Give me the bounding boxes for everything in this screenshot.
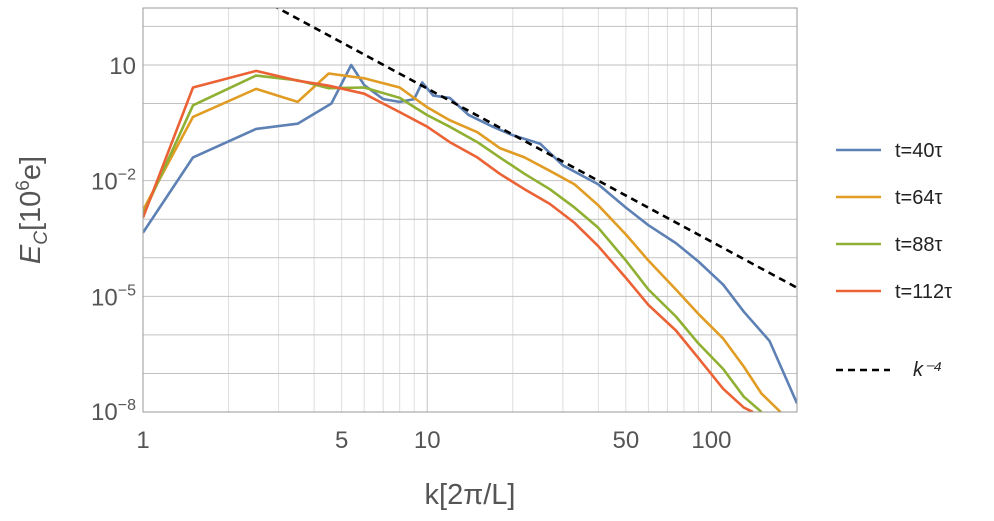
y-tick-label: 10−2 — [91, 167, 136, 196]
x-tick-label: 100 — [691, 427, 731, 454]
legend: t=40τ t=64τ t=88τ t=112τ k⁻⁴ — [836, 140, 952, 381]
plot-frame — [142, 7, 798, 413]
legend-label: t=64τ — [895, 187, 942, 209]
y-tick-label: 10−8 — [91, 397, 136, 426]
y-tick-label: 10 — [109, 53, 136, 80]
legend-label: t=112τ — [895, 281, 952, 303]
x-tick-label: 5 — [335, 427, 348, 454]
series-line-4 — [143, 69, 754, 412]
reference-line-k-4 — [275, 8, 797, 289]
y-tick-labels: 10 10−2 10−5 10−8 — [91, 53, 136, 426]
legend-label: t=40τ — [895, 140, 942, 162]
x-axis-label: k[2π/L] — [425, 479, 516, 511]
x-tick-label: 1 — [136, 427, 149, 454]
legend-label-reference: k⁻⁴ — [913, 359, 942, 381]
y-axis-label: EC[106e] — [13, 156, 52, 264]
series-line-1 — [143, 63, 797, 404]
y-tick-label: 10−5 — [91, 282, 136, 311]
plot-series — [143, 8, 797, 412]
x-tick-label: 10 — [414, 427, 441, 454]
x-tick-labels: 1 5 10 50 100 — [136, 427, 731, 454]
legend-label: t=88τ — [895, 234, 942, 256]
x-tick-label: 50 — [613, 427, 640, 454]
